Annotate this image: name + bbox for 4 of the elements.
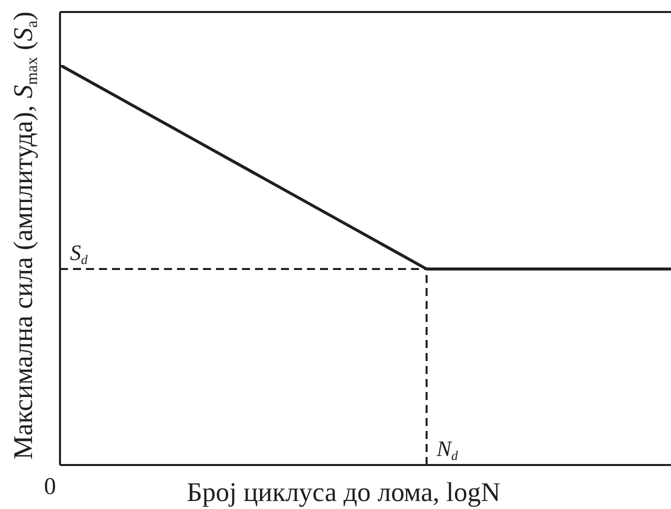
annotation: N$_{d}$: [436, 436, 458, 464]
text: 0: [44, 474, 56, 500]
ref-line-label: S$_{d}$: [70, 240, 88, 268]
x-axis-title: Број циклуса до лома, logN: [186, 477, 500, 507]
